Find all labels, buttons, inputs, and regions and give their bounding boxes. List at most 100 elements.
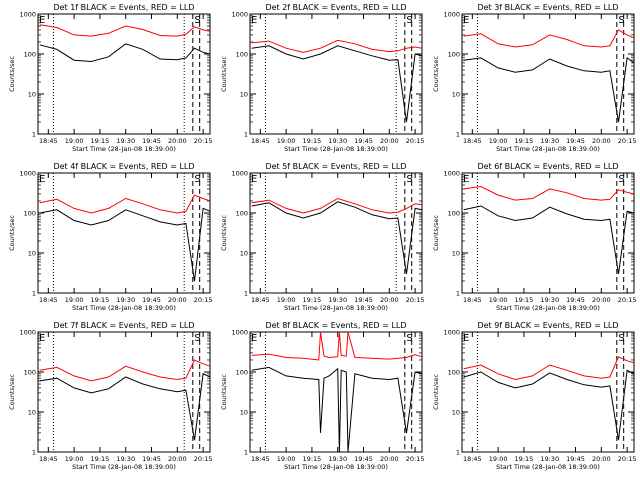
lld-series-line (251, 39, 423, 53)
lld-series-line (39, 194, 211, 214)
x-tick-label: 19:15 (303, 296, 322, 304)
event-marker-s: S (406, 174, 412, 185)
x-tick-label: 19:00 (65, 455, 84, 463)
x-tick-label: 20:15 (194, 296, 213, 304)
x-tick-label: 19:30 (116, 296, 135, 304)
lld-series-line (39, 24, 211, 37)
y-tick-label: 1000 (443, 11, 460, 19)
x-tick-label: 19:30 (540, 296, 559, 304)
plot-frame (37, 331, 211, 453)
event-marker-s: S (618, 333, 624, 344)
x-tick-label: 19:00 (277, 455, 296, 463)
x-tick-label: 19:45 (566, 137, 585, 145)
event-marker-e: E (463, 174, 469, 185)
x-axis-label: Start Time (28-Jan-08 18:39:00) (72, 304, 176, 312)
x-tick-label: 19:45 (566, 455, 585, 463)
y-tick-label: 10 (452, 250, 460, 258)
x-tick-label: 19:15 (515, 455, 534, 463)
event-marker-e: E (39, 15, 45, 26)
event-marker-e: E (251, 174, 257, 185)
x-axis-label: Start Time (28-Jan-08 18:39:00) (284, 463, 388, 471)
x-tick-label: 20:00 (380, 455, 399, 463)
x-tick-label: 20:00 (168, 455, 187, 463)
y-tick-label: 100 (236, 51, 248, 59)
y-axis-label: Counts/sec (8, 374, 16, 410)
y-axis-label: Counts/sec (432, 56, 440, 92)
event-marker-s: S (194, 15, 200, 26)
y-axis-label: Counts/sec (8, 56, 16, 92)
x-tick-label: 19:30 (116, 455, 135, 463)
x-tick-label: 19:30 (328, 296, 347, 304)
x-tick-label: 20:00 (592, 296, 611, 304)
event-marker-s: S (406, 333, 412, 344)
event-marker-s: S (406, 15, 412, 26)
x-tick-label: 20:15 (406, 296, 425, 304)
x-tick-label: 19:30 (540, 137, 559, 145)
lld-series-line (463, 356, 635, 381)
plot-frame (461, 13, 635, 135)
event-marker-s: S (618, 15, 624, 26)
panel-title: Det 8f BLACK = Events, RED = LLD (265, 321, 406, 330)
x-tick-label: 19:45 (354, 137, 373, 145)
y-tick-label: 100 (448, 51, 460, 59)
panel: Det 3f BLACK = Events, RED = LLD 1 10 100 10… (432, 3, 636, 153)
y-tick-label: 10 (28, 91, 36, 99)
plot-frame (461, 331, 635, 453)
y-tick-label: 100 (448, 369, 460, 377)
panel-title: Det 2f BLACK = Events, RED = LLD (265, 3, 406, 12)
event-marker-e: E (251, 15, 257, 26)
y-tick-label: 1 (244, 290, 248, 298)
x-tick-label: 19:00 (489, 455, 508, 463)
panel-title: Det 7f BLACK = Events, RED = LLD (53, 321, 194, 330)
x-tick-label: 20:00 (592, 137, 611, 145)
y-axis-label: Counts/sec (432, 215, 440, 251)
events-series-line (463, 57, 635, 123)
x-axis-label: Start Time (28-Jan-08 18:39:00) (496, 304, 600, 312)
x-tick-label: 18:45 (463, 296, 482, 304)
event-marker-e: E (463, 333, 469, 344)
y-tick-label: 100 (236, 210, 248, 218)
x-tick-label: 19:45 (354, 455, 373, 463)
x-tick-label: 19:15 (515, 137, 534, 145)
events-series-line (251, 201, 423, 274)
y-tick-label: 1 (32, 449, 36, 457)
panel: Det 7f BLACK = Events, RED = LLD 1 10 100 10… (8, 321, 212, 471)
event-marker-e: E (463, 15, 469, 26)
x-tick-label: 20:00 (168, 296, 187, 304)
x-tick-label: 19:45 (566, 296, 585, 304)
x-tick-label: 20:00 (592, 455, 611, 463)
y-tick-label: 10 (28, 409, 36, 417)
y-tick-label: 10 (240, 250, 248, 258)
lld-series-line (251, 197, 423, 214)
x-axis-label: Start Time (28-Jan-08 18:39:00) (72, 463, 176, 471)
panel-title: Det 4f BLACK = Events, RED = LLD (53, 162, 194, 171)
y-tick-label: 1 (244, 449, 248, 457)
event-marker-s: S (194, 333, 200, 344)
x-tick-label: 19:00 (277, 137, 296, 145)
y-tick-label: 1000 (443, 329, 460, 337)
y-tick-label: 1000 (231, 11, 248, 19)
y-tick-label: 1000 (19, 170, 36, 178)
x-tick-label: 20:00 (380, 137, 399, 145)
events-series-line (463, 369, 635, 441)
x-tick-label: 18:45 (251, 137, 270, 145)
y-axis-label: Counts/sec (220, 215, 228, 251)
y-tick-label: 1 (32, 131, 36, 139)
x-tick-label: 19:00 (489, 296, 508, 304)
event-marker-s: S (194, 174, 200, 185)
panel: Det 9f BLACK = Events, RED = LLD 1 10 100 10… (432, 321, 636, 471)
panel: Det 2f BLACK = Events, RED = LLD 1 10 100 10… (220, 3, 424, 153)
x-axis-label: Start Time (28-Jan-08 18:39:00) (496, 145, 600, 153)
y-tick-label: 100 (448, 210, 460, 218)
y-tick-label: 1000 (443, 170, 460, 178)
y-tick-label: 100 (236, 369, 248, 377)
y-tick-label: 10 (240, 91, 248, 99)
event-marker-e: E (39, 333, 45, 344)
y-tick-label: 10 (28, 250, 36, 258)
y-tick-label: 1000 (19, 329, 36, 337)
x-tick-label: 20:15 (618, 455, 637, 463)
y-tick-label: 10 (240, 409, 248, 417)
x-tick-label: 19:15 (91, 137, 110, 145)
x-tick-label: 20:00 (168, 137, 187, 145)
